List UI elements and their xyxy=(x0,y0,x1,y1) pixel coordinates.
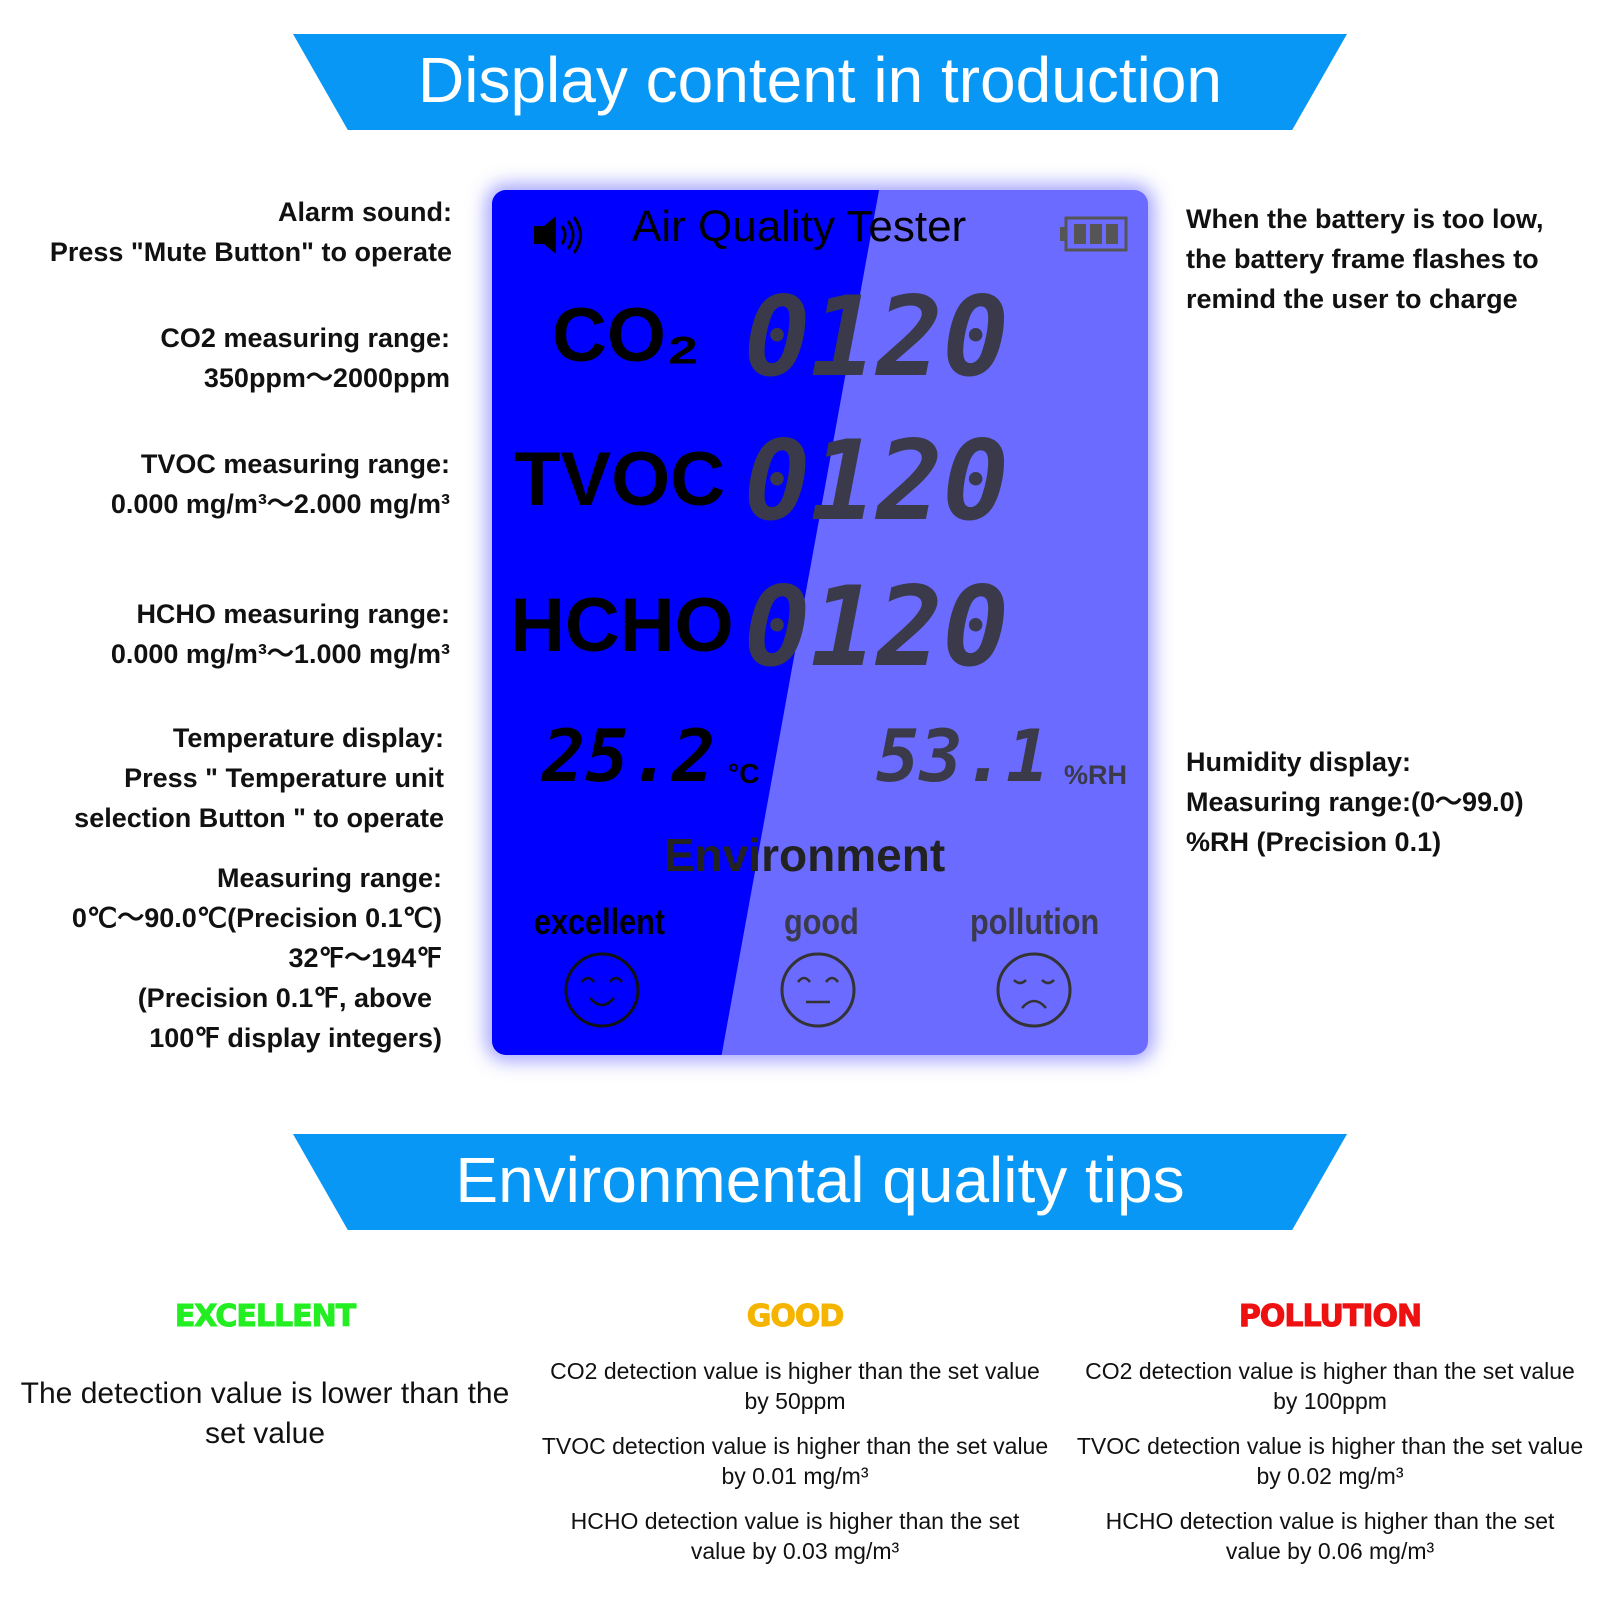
level-excellent: excellent xyxy=(534,901,665,942)
level-good: good xyxy=(784,901,859,942)
annotation-line: Measuring range: xyxy=(216,863,442,893)
tip-good: GOOD CO2 detection value is higher than … xyxy=(540,1299,1050,1581)
annotation-humidity: Humidity display: Measuring range:(0～99.… xyxy=(1186,742,1524,862)
tip-title: GOOD xyxy=(746,1299,845,1334)
annotation-line: 32℉～194℉ xyxy=(288,943,442,973)
tip-item: HCHO detection value is higher than the … xyxy=(570,1508,1020,1564)
annotation-line: 350ppm～2000ppm xyxy=(203,363,450,393)
lcd-display: Air Quality Tester CO₂ 0120 TVOC 0120 HC… xyxy=(492,190,1148,1055)
annotation-line: TVOC measuring range: xyxy=(140,449,450,479)
annotation-temperature: Temperature display: Press " Temperature… xyxy=(74,718,444,838)
annotation-line: 0.000 mg/m³～2.000 mg/m³ xyxy=(110,489,450,519)
co2-value: 0120 xyxy=(744,273,1009,401)
annotation-temp-range: Measuring range: 0℃～90.0℃(Precision 0.1℃… xyxy=(72,858,442,1058)
level-pollution: pollution xyxy=(970,901,1100,942)
annotation-line: %RH (Precision 0.1) xyxy=(1186,827,1442,857)
tip-item: HCHO detection value is higher than the … xyxy=(1105,1508,1555,1564)
lcd-title: Air Quality Tester xyxy=(632,202,967,251)
annotation-line: 0.000 mg/m³～1.000 mg/m³ xyxy=(110,639,450,669)
temperature-value: 25.2 xyxy=(542,714,716,798)
tip-title: POLLUTION xyxy=(1238,1299,1422,1334)
annotation-hcho: HCHO measuring range: 0.000 mg/m³～1.000 … xyxy=(111,594,450,674)
tvoc-label: TVOC xyxy=(514,437,726,522)
annotation-co2: CO2 measuring range: 350ppm～2000ppm xyxy=(160,318,450,398)
annotation-alarm: Alarm sound: Press "Mute Button" to oper… xyxy=(50,192,452,272)
tip-title: EXCELLENT xyxy=(174,1299,356,1334)
banner-quality-tips: Environmental quality tips xyxy=(293,1134,1347,1230)
tip-item: CO2 detection value is higher than the s… xyxy=(550,1358,1040,1414)
annotation-line: selection Button " to operate xyxy=(74,803,444,833)
neutral-face-icon xyxy=(780,952,856,1028)
annotation-line: (Precision 0.1℉, above xyxy=(137,983,432,1013)
annotation-line: the battery frame flashes to xyxy=(1186,244,1539,274)
annotation-line: Temperature display: xyxy=(172,723,444,753)
hcho-value: 0120 xyxy=(744,563,1009,691)
speaker-icon xyxy=(534,216,582,254)
banner-display-content: Display content in troduction xyxy=(293,34,1347,130)
annotation-line: 0℃～90.0℃(Precision 0.1℃) xyxy=(71,903,442,933)
annotation-line: Humidity display: xyxy=(1186,747,1412,777)
annotation-line: Press "Mute Button" to operate xyxy=(49,237,452,267)
annotation-line: Press " Temperature unit xyxy=(124,763,444,793)
tip-item: TVOC detection value is higher than the … xyxy=(1076,1433,1584,1489)
co2-label: CO₂ xyxy=(552,293,700,378)
tip-item: TVOC detection value is higher than the … xyxy=(541,1433,1049,1489)
tip-pollution: POLLUTION CO2 detection value is higher … xyxy=(1075,1299,1585,1581)
annotation-line: Alarm sound: xyxy=(277,197,452,227)
hcho-label: HCHO xyxy=(510,583,734,668)
annotation-tvoc: TVOC measuring range: 0.000 mg/m³～2.000 … xyxy=(111,444,450,524)
smile-face-icon xyxy=(564,952,640,1028)
tvoc-value: 0120 xyxy=(744,417,1009,545)
humidity-unit: %RH xyxy=(1064,760,1128,790)
annotation-line: CO2 measuring range: xyxy=(160,323,450,353)
temperature-unit: °C xyxy=(728,758,760,789)
annotation-line: remind the user to charge xyxy=(1186,284,1518,314)
environment-label: Environment xyxy=(664,829,946,881)
annotation-line: When the battery is too low, xyxy=(1186,204,1544,234)
annotation-battery: When the battery is too low, the battery… xyxy=(1186,199,1544,319)
tip-text: The detection value is lower than the se… xyxy=(20,1377,510,1450)
humidity-value: 53.1 xyxy=(876,714,1050,798)
battery-icon xyxy=(1060,216,1128,252)
annotation-line: HCHO measuring range: xyxy=(136,599,450,629)
tip-item: CO2 detection value is higher than the s… xyxy=(1085,1358,1575,1414)
sad-face-icon xyxy=(996,952,1072,1028)
annotation-line: Measuring range:(0～99.0) xyxy=(1186,787,1524,817)
tip-excellent: EXCELLENT The detection value is lower t… xyxy=(10,1299,520,1454)
annotation-line: 100℉ display integers) xyxy=(149,1023,442,1053)
